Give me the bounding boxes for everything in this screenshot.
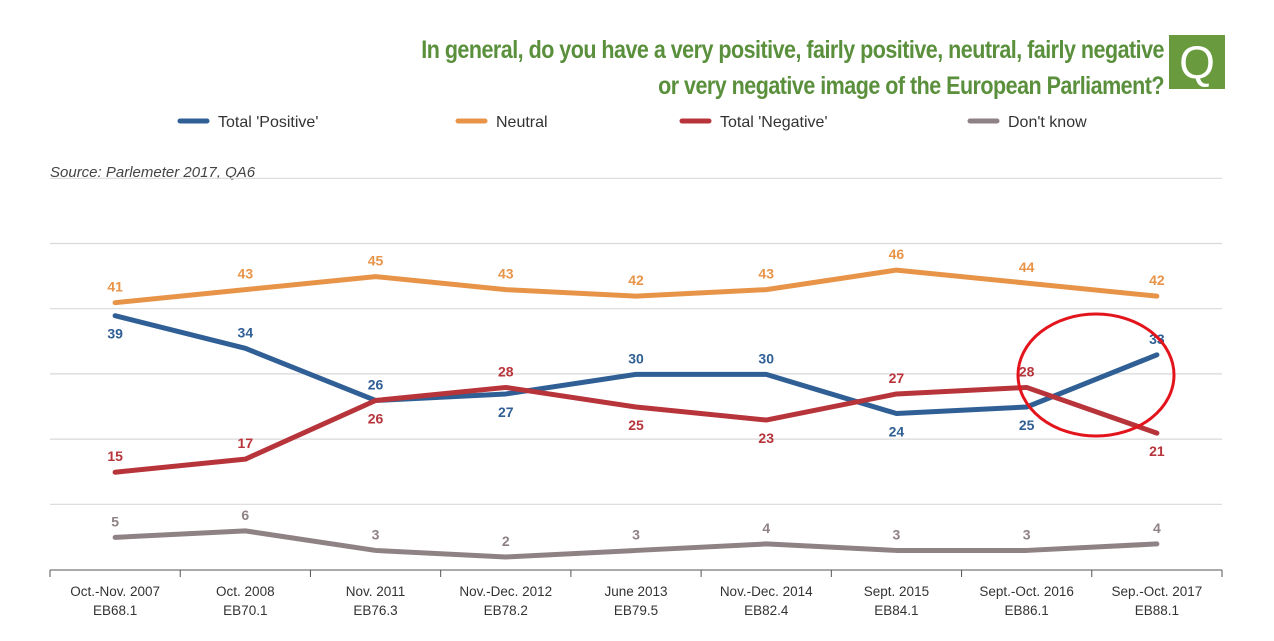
x-tick-label: Sep.-Oct. 2017 xyxy=(1111,584,1202,599)
data-label: 39 xyxy=(107,326,123,342)
data-label: 42 xyxy=(1149,272,1165,288)
x-tick-sublabel: EB70.1 xyxy=(223,603,267,618)
series-line xyxy=(112,384,1160,475)
data-label: 27 xyxy=(498,404,514,420)
data-label: 4 xyxy=(1153,520,1161,536)
series-line xyxy=(112,267,1160,306)
title-line-1: In general, do you have a very positive,… xyxy=(421,36,1165,64)
data-label: 41 xyxy=(107,279,123,295)
data-label: 24 xyxy=(889,424,905,440)
data-label: 45 xyxy=(368,253,384,269)
data-label: 43 xyxy=(758,266,774,282)
data-label: 3 xyxy=(372,526,380,542)
x-tick-sublabel: EB78.2 xyxy=(484,603,528,618)
x-tick-sublabel: EB68.1 xyxy=(93,603,137,618)
x-tick-label: Sept. 2015 xyxy=(864,584,929,599)
x-tick-sublabel: EB82.4 xyxy=(744,603,789,618)
legend-label: Total 'Negative' xyxy=(720,114,828,131)
legend: Total 'Positive' Neutral Total 'Negative' D… xyxy=(177,114,1087,131)
data-label: 28 xyxy=(498,363,514,379)
series-line xyxy=(112,528,1160,560)
data-label: 34 xyxy=(238,324,254,340)
source-note: Source: Parlemeter 2017, QA6 xyxy=(50,164,256,181)
data-label: 30 xyxy=(628,350,644,366)
chart-title: In general, do you have a very positive,… xyxy=(390,32,1164,104)
data-label: 25 xyxy=(628,417,644,433)
x-tick-sublabel: EB76.3 xyxy=(353,603,397,618)
data-label: 2 xyxy=(502,533,510,549)
data-label: 25 xyxy=(1019,417,1035,433)
data-label: 3 xyxy=(1023,526,1031,542)
data-label: 42 xyxy=(628,272,644,288)
data-label: 23 xyxy=(758,430,774,446)
x-tick-label: Nov.-Dec. 2012 xyxy=(459,584,552,599)
legend-label: Don't know xyxy=(1008,114,1087,131)
x-axis: Oct.-Nov. 2007 EB68.1 Oct. 2008 EB70.1 Nov. … xyxy=(49,569,1223,618)
x-tick-label: Nov. 2011 xyxy=(346,584,406,599)
series-line xyxy=(112,313,1160,417)
data-label: 6 xyxy=(241,507,249,523)
data-label: 26 xyxy=(368,376,384,392)
data-label: 17 xyxy=(238,435,254,451)
x-tick-label: June 2013 xyxy=(604,584,667,599)
title-line-2: or very negative image of the European P… xyxy=(658,72,1164,100)
data-label: 27 xyxy=(889,370,905,386)
data-label: 43 xyxy=(498,266,514,282)
data-label: 4 xyxy=(762,520,770,536)
data-label: 15 xyxy=(107,448,123,464)
data-label: 21 xyxy=(1149,443,1165,459)
legend-label: Neutral xyxy=(496,114,548,131)
x-tick-sublabel: EB79.5 xyxy=(614,603,658,618)
highlight-circle xyxy=(1016,312,1176,438)
data-label: 26 xyxy=(368,410,384,426)
data-label: 28 xyxy=(1019,363,1035,379)
x-tick-label: Oct.-Nov. 2007 xyxy=(70,584,160,599)
data-label: 5 xyxy=(111,513,119,529)
question-badge: Q xyxy=(1169,35,1225,89)
x-tick-sublabel: EB84.1 xyxy=(874,603,918,618)
series-lines xyxy=(112,267,1160,560)
data-label: 43 xyxy=(238,266,254,282)
data-label: 3 xyxy=(893,526,901,542)
data-label: 3 xyxy=(632,526,640,542)
x-tick-label: Oct. 2008 xyxy=(216,584,275,599)
data-label: 46 xyxy=(889,246,905,262)
data-label: 30 xyxy=(758,350,774,366)
x-tick-label: Sept.-Oct. 2016 xyxy=(979,584,1074,599)
annotation-circle xyxy=(1016,312,1176,438)
x-tick-sublabel: EB86.1 xyxy=(1005,603,1049,618)
data-label: 44 xyxy=(1019,259,1035,275)
legend-label: Total 'Positive' xyxy=(218,114,318,131)
x-tick-label: Nov.-Dec. 2014 xyxy=(720,584,813,599)
x-tick-sublabel: EB88.1 xyxy=(1135,603,1179,618)
